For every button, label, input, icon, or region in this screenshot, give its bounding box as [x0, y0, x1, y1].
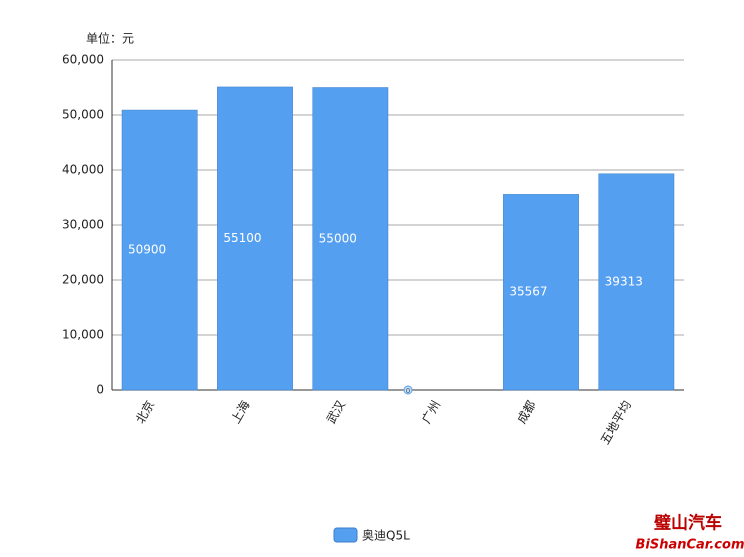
legend-swatch	[333, 527, 358, 543]
bar	[121, 109, 198, 391]
bar	[503, 194, 579, 391]
value-label: 39313	[605, 274, 643, 288]
value-label-bg	[403, 385, 413, 395]
x-tick-label: 成都	[514, 398, 538, 426]
y-tick-label: 30,000	[62, 218, 104, 232]
bar	[598, 173, 675, 391]
watermark-site: BiShanCar.com	[635, 538, 744, 553]
y-tick-label: 0	[96, 383, 104, 397]
value-label: 50900	[128, 243, 166, 257]
y-tick-label: 10,000	[62, 328, 104, 342]
unit-label: 单位：元	[86, 31, 134, 46]
value-label: 35567	[509, 285, 547, 299]
y-tick-label: 40,000	[62, 163, 104, 177]
value-label: 55100	[223, 231, 261, 245]
bar	[217, 86, 293, 391]
x-tick-label: 五地平均	[598, 398, 634, 447]
y-tick-label: 50,000	[62, 108, 104, 122]
watermark-title: 璧山汽车	[654, 513, 722, 534]
legend-label: 奥迪Q5L	[362, 529, 410, 543]
y-tick-label: 60,000	[62, 53, 104, 67]
x-tick-label: 武汉	[324, 398, 348, 426]
x-tick-label: 上海	[228, 398, 253, 426]
y-tick-label: 20,000	[62, 273, 104, 287]
x-tick-label: 广州	[419, 398, 443, 426]
value-label: 0	[406, 387, 410, 395]
x-tick-label: 北京	[133, 398, 157, 426]
bar	[312, 87, 389, 391]
value-label: 55000	[319, 231, 357, 245]
